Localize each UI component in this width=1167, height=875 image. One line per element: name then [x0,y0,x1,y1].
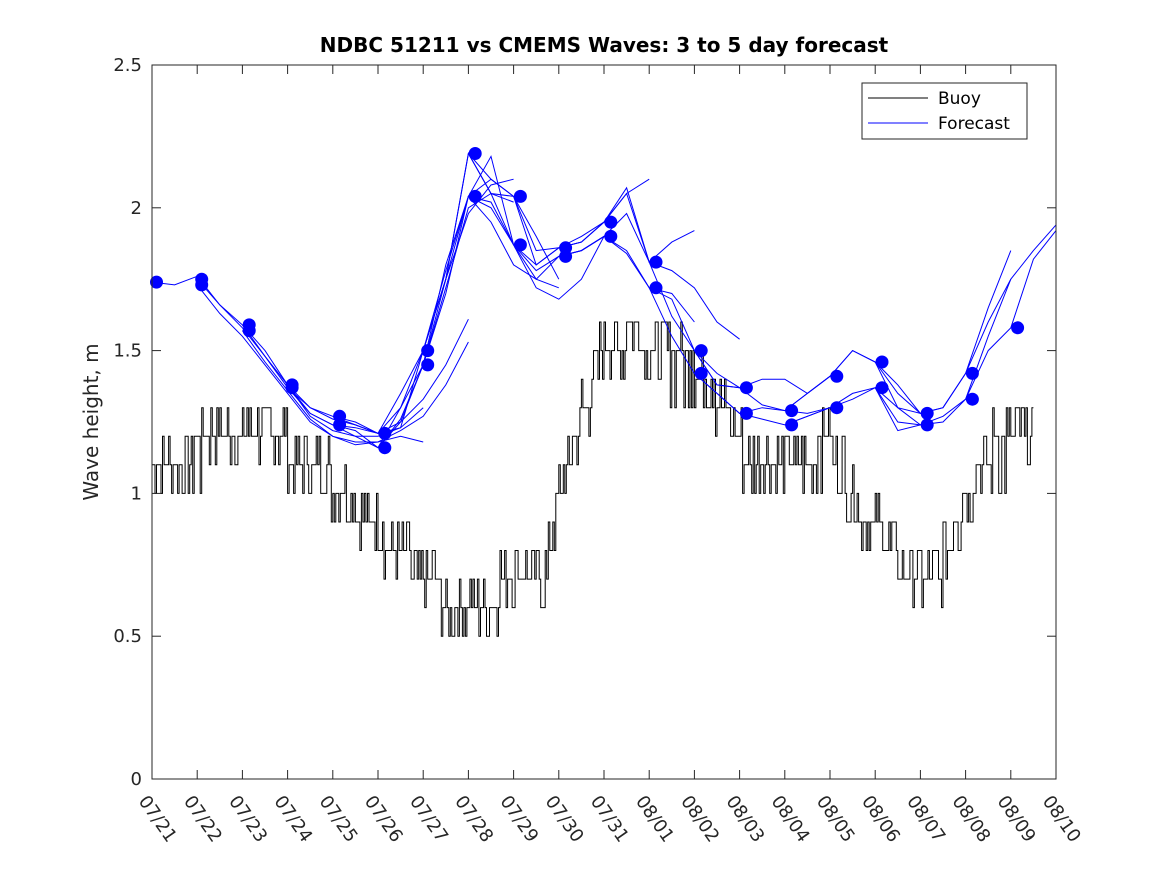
chart-title: NDBC 51211 vs CMEMS Waves: 3 to 5 day fo… [320,33,889,57]
forecast-point [649,255,663,269]
forecast-point [468,189,482,203]
y-tick-label: 2.5 [113,55,142,76]
forecast-point [830,401,844,415]
forecast-series [151,152,1057,449]
forecast-point [559,249,573,263]
forecast-point [875,381,889,395]
forecast-line [422,195,650,366]
forecast-line [196,284,424,446]
forecast-point [513,238,527,252]
axes-background [152,65,1056,779]
forecast-line [241,330,469,443]
forecast-point [242,324,256,338]
legend-forecast-label: Forecast [938,114,1010,134]
y-tick-label: 0.5 [113,626,142,647]
forecast-point [739,406,753,420]
forecast-point [378,441,392,455]
forecast-point [150,275,163,289]
forecast-line [242,318,469,434]
forecast-point [604,215,618,229]
y-tick-label: 1 [131,483,142,504]
forecast-point [830,369,844,383]
forecast-point [285,381,299,395]
forecast-point [920,418,934,432]
forecast-point [785,404,799,418]
forecast-point [378,426,392,440]
forecast-point [421,358,435,372]
forecast-point [604,229,618,243]
forecast-line [874,230,1057,426]
forecast-point [965,366,979,380]
forecast-point [739,381,753,395]
forecast-line [287,192,514,449]
forecast-point [965,392,979,406]
forecast-point [513,189,527,203]
y-axis: 0 0.5 1 1.5 2 2.5 [113,55,1056,790]
forecast-point [421,344,435,358]
legend-buoy-label: Buoy [938,89,981,109]
y-tick-label: 2 [131,198,142,219]
buoy-line [152,321,1034,637]
forecast-point [694,366,708,380]
forecast-point [920,406,934,420]
legend: Buoy Forecast [861,82,1028,140]
buoy-series [152,321,1034,637]
forecast-point [333,418,347,432]
forecast-point [468,147,482,160]
forecast-point [195,278,209,292]
forecast-point [785,418,799,432]
forecast-point [875,355,889,369]
y-axis-label: Wave height, m [79,343,103,500]
legend-box [861,82,1028,140]
forecast-line [784,250,1012,414]
forecast-line [332,178,560,434]
forecast-line [874,224,1057,414]
forecast-points [150,147,1025,455]
y-tick-label: 1.5 [113,341,142,362]
plot-area [150,64,1057,780]
forecast-point [694,344,708,358]
y-tick-label: 0 [131,769,142,790]
forecast-point [649,281,663,295]
forecast-line [468,153,695,263]
forecast-point [1011,321,1025,335]
